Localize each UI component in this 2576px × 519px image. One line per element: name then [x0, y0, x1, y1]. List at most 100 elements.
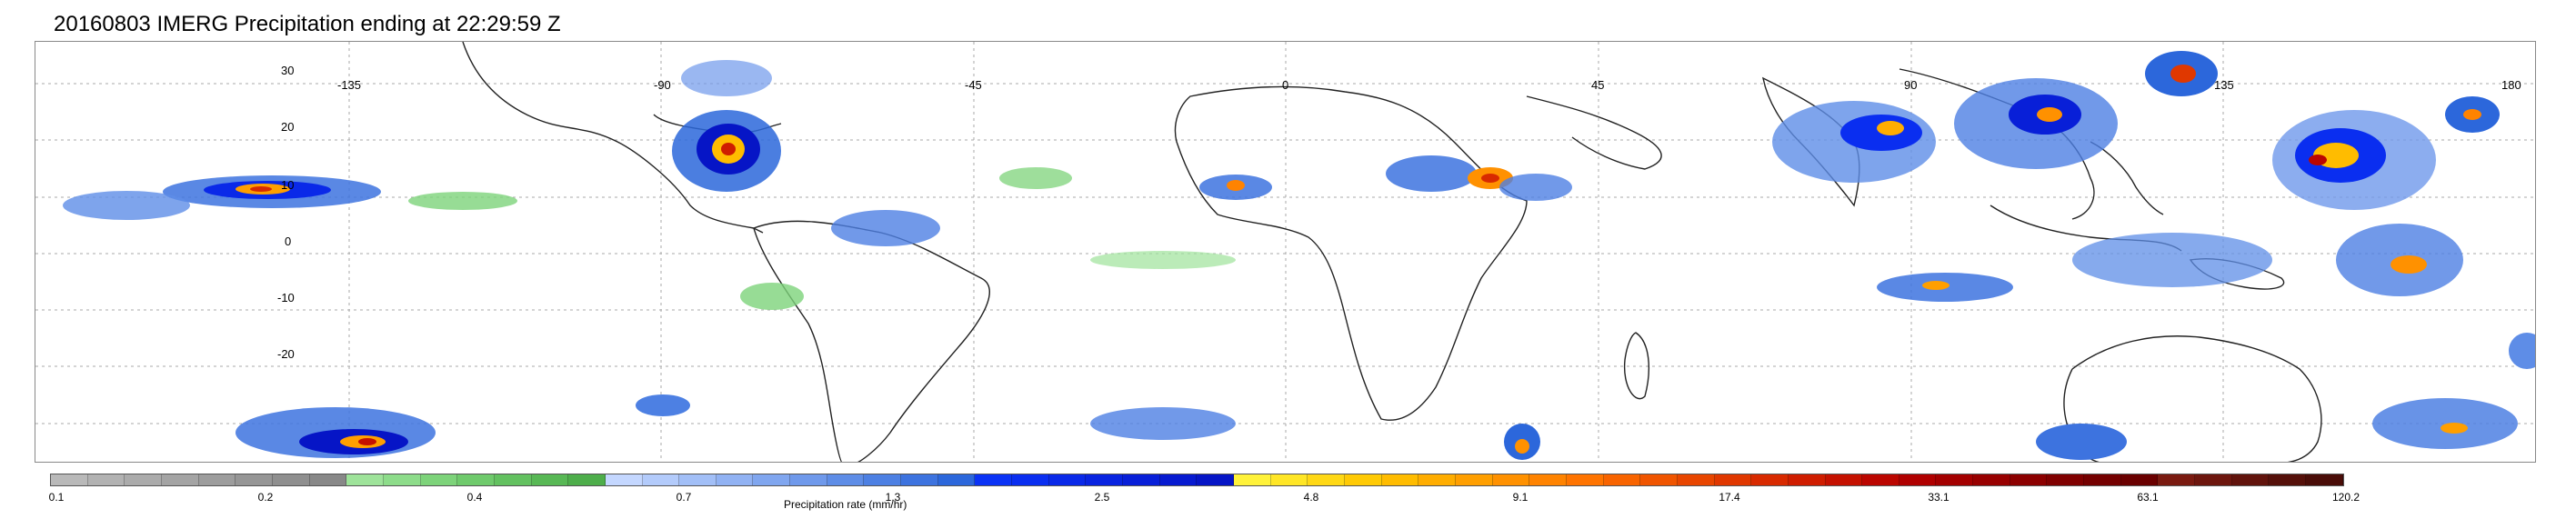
colorbar-cell: [642, 474, 680, 485]
colorbar-cell: [901, 474, 938, 485]
colorbar-cell: [679, 474, 717, 485]
colorbar-cell: [2195, 474, 2232, 485]
colorbar-cell: [457, 474, 495, 485]
colorbar-cell: [198, 474, 236, 485]
colorbar-cell: [1455, 474, 1493, 485]
colorbar-cell: [272, 474, 310, 485]
colorbar-cell: [568, 474, 606, 485]
colorbar-label: Precipitation rate (mm/hr): [784, 498, 907, 511]
colorbar-cell: [51, 474, 88, 485]
lat-label: -20: [277, 347, 295, 361]
colorbar-cell: [1012, 474, 1049, 485]
map-canvas: [35, 42, 2535, 462]
colorbar-cell: [2047, 474, 2085, 485]
colorbar-cell: [1862, 474, 1899, 485]
colorbar-cell: [236, 474, 273, 485]
precipitation-map[interactable]: 30 20 10 0 -10 -20 -135 -90 -45 0 45 90 …: [35, 41, 2536, 463]
colorbar-cell: [716, 474, 754, 485]
lat-label: 0: [285, 235, 292, 248]
colorbar-cell: [346, 474, 384, 485]
storm-caribbean: [672, 60, 940, 310]
lat-label: 10: [281, 178, 295, 192]
colorbar-cell: [753, 474, 791, 485]
lon-label: 180: [2501, 78, 2521, 92]
colorbar-cell: [975, 474, 1013, 485]
colorbar-tick-label: 0.7: [676, 491, 692, 504]
colorbar-cell: [937, 474, 976, 485]
lon-label: 135: [2214, 78, 2234, 92]
colorbar-cell: [2010, 474, 2048, 485]
colorbar-cell: [1344, 474, 1382, 485]
lon-label: -135: [337, 78, 362, 92]
graticule: [35, 42, 2535, 462]
lat-label: -10: [277, 291, 295, 304]
coastlines: [462, 42, 2322, 462]
colorbar-cell: [1270, 474, 1308, 485]
monsoon-region: [1772, 51, 2500, 302]
lon-label: -90: [654, 78, 671, 92]
colorbar-cell: [87, 474, 125, 485]
colorbar-cell: [161, 474, 199, 485]
rain-band-north-pacific: [63, 175, 517, 220]
colorbar-tick-label: 2.5: [1094, 491, 1110, 504]
colorbar-cell: [1197, 474, 1234, 485]
colorbar-cell: [1714, 474, 1752, 485]
colorbar-cell: [1529, 474, 1567, 485]
lat-label: 20: [281, 120, 295, 134]
colorbar-tick-label: 9.1: [1512, 491, 1529, 504]
colorbar-cell: [2084, 474, 2121, 485]
lon-label: 45: [1591, 78, 1605, 92]
colorbar-cell: [1381, 474, 1419, 485]
lon-label: 90: [1904, 78, 1918, 92]
colorbar-tick-label: 0.4: [466, 491, 483, 504]
colorbar-cell: [1973, 474, 2010, 485]
lon-label: -45: [965, 78, 982, 92]
colorbar-cell: [1086, 474, 1124, 485]
colorbar-cell: [1566, 474, 1604, 485]
colorbar-tick-label: 17.4: [1719, 491, 1740, 504]
colorbar-cell: [309, 474, 347, 485]
precipitation-features: [63, 51, 2535, 460]
colorbar-cell: [1640, 474, 1678, 485]
colorbar-cell: [1899, 474, 1937, 485]
colorbar-cell: [790, 474, 827, 485]
colorbar-cell: [1308, 474, 1345, 485]
colorbar-cell: [1788, 474, 1826, 485]
colorbar-tick-label: 33.1: [1928, 491, 1950, 504]
lon-label: 0: [1282, 78, 1289, 92]
colorbar-cell: [125, 474, 162, 485]
colorbar-cell: [1492, 474, 1530, 485]
colorbar-cell: [1677, 474, 1715, 485]
colorbar-tick-label: 4.8: [1303, 491, 1319, 504]
colorbar: [50, 474, 2344, 486]
colorbar-cell: [1825, 474, 1863, 485]
colorbar-tick-label: 0.1: [48, 491, 65, 504]
colorbar-cell: [1751, 474, 1789, 485]
colorbar-cell: [2306, 474, 2343, 485]
storm-southern: [236, 333, 2535, 460]
map-title: 20160803 IMERG Precipitation ending at 2…: [54, 12, 561, 36]
colorbar-cell: [1048, 474, 1087, 485]
colorbar-cell: [605, 474, 643, 485]
colorbar-cell: [1123, 474, 1160, 485]
colorbar-cell: [494, 474, 532, 485]
colorbar-cell: [2158, 474, 2196, 485]
colorbar-cell: [383, 474, 421, 485]
colorbar-cell: [1603, 474, 1641, 485]
colorbar-cell: [864, 474, 902, 485]
colorbar-cell: [827, 474, 865, 485]
colorbar-tick-label: 1.3: [885, 491, 901, 504]
colorbar-cell: [2120, 474, 2159, 485]
colorbar-cell: [2269, 474, 2307, 485]
colorbar-cell: [1234, 474, 1271, 485]
colorbar-tick-label: 0.2: [257, 491, 274, 504]
colorbar-cell: [1418, 474, 1456, 485]
colorbar-tick-label: 120.2: [2331, 491, 2360, 504]
itcz-band: [999, 155, 1572, 269]
lat-label: 30: [281, 64, 295, 77]
colorbar-tick-label: 63.1: [2137, 491, 2159, 504]
colorbar-cell: [420, 474, 458, 485]
colorbar-cell: [1936, 474, 1974, 485]
colorbar-cell: [531, 474, 569, 485]
colorbar-cell: [2231, 474, 2270, 485]
